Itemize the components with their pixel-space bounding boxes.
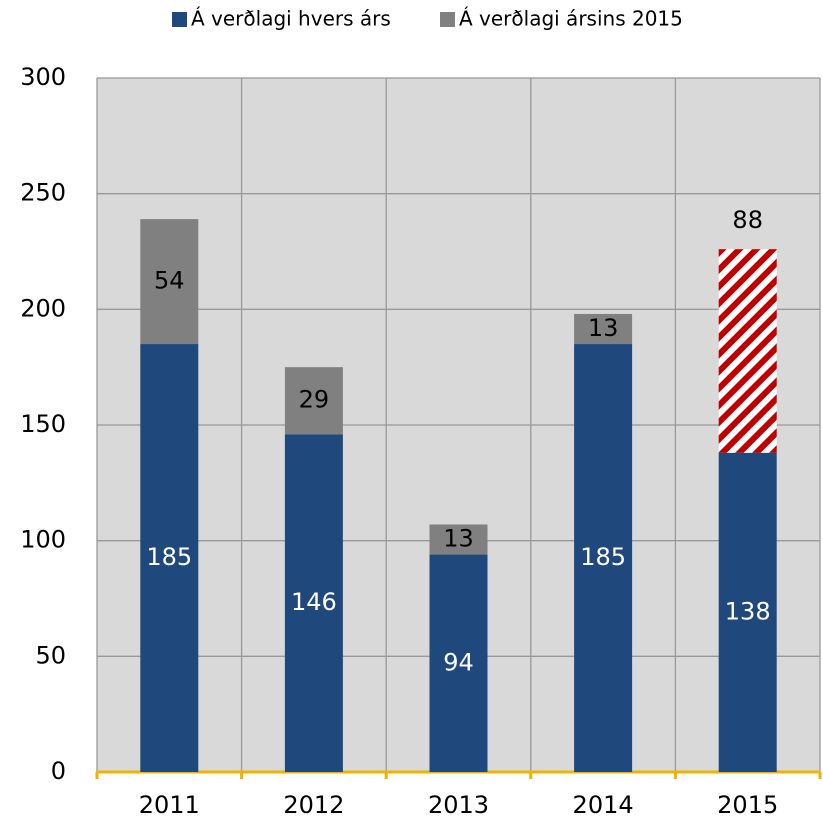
data-label: 88 — [732, 206, 763, 234]
x-tick-label: 2012 — [283, 791, 344, 819]
bar-segment — [429, 524, 488, 555]
y-tick-label: 150 — [20, 410, 66, 438]
x-tick-label: 2011 — [139, 791, 200, 819]
bar-segment — [574, 344, 633, 772]
data-label: 185 — [146, 543, 192, 571]
bar-segment — [284, 367, 343, 435]
data-label: 13 — [588, 314, 619, 342]
x-tick-label: 2015 — [717, 791, 778, 819]
legend-swatch — [172, 12, 187, 27]
bar-segment — [718, 452, 777, 772]
y-tick-label: 0 — [51, 757, 66, 785]
y-tick-label: 200 — [20, 294, 66, 322]
bar-segment — [140, 219, 199, 345]
bar-segment — [574, 313, 633, 345]
bar-segment — [284, 434, 343, 772]
legend-swatch — [440, 12, 455, 27]
data-label: 13 — [443, 525, 474, 553]
data-label: 54 — [154, 267, 185, 295]
y-tick-label: 100 — [20, 526, 66, 554]
data-label: 146 — [291, 588, 337, 616]
x-tick-label: 2014 — [573, 791, 634, 819]
data-label: 185 — [580, 543, 626, 571]
data-label: 138 — [725, 597, 771, 625]
y-tick-label: 300 — [20, 63, 66, 91]
y-tick-label: 50 — [35, 641, 66, 669]
data-label: 29 — [299, 386, 330, 414]
bar-segment — [718, 249, 777, 453]
y-tick-label: 250 — [20, 179, 66, 207]
legend-label: Á verðlagi ársins 2015 — [459, 7, 683, 31]
bar-segment — [140, 344, 199, 772]
bar-segment — [429, 554, 488, 772]
data-label: 94 — [443, 648, 474, 676]
x-tick-label: 2013 — [428, 791, 489, 819]
legend-label: Á verðlagi hvers árs — [191, 7, 391, 31]
